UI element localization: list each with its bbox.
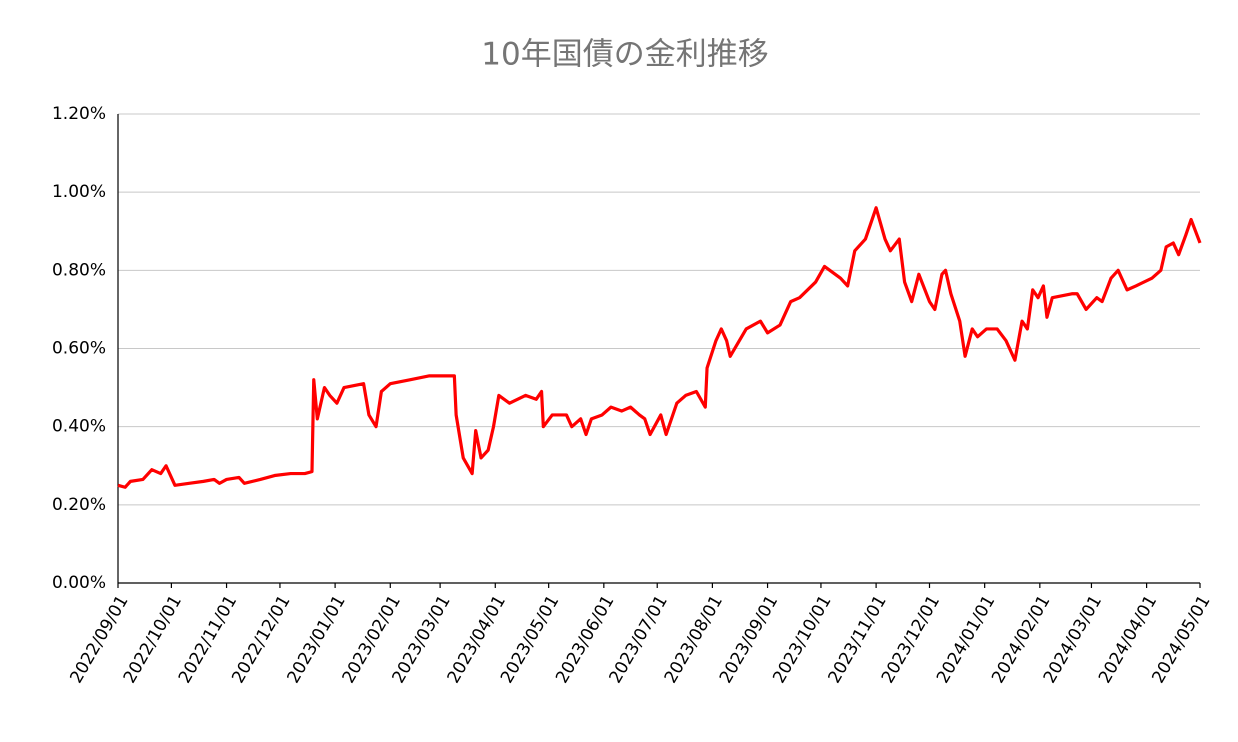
y-tick-label: 0.20% — [52, 495, 106, 515]
y-tick-label: 0.80% — [52, 260, 106, 280]
y-tick-label: 0.00% — [52, 573, 106, 593]
chart-title: 10年国債の金利推移 — [481, 37, 768, 73]
y-tick-label: 1.20% — [52, 104, 106, 124]
x-tick-label: 2023/08/01 — [661, 592, 727, 687]
y-tick-label: 1.00% — [52, 182, 106, 202]
data-line — [117, 206, 1202, 489]
y-tick-label: 0.60% — [52, 339, 106, 359]
x-tick-label: 2023/01/01 — [283, 592, 349, 687]
y-tick-label: 0.40% — [52, 417, 106, 437]
x-tick-label: 2024/01/01 — [933, 592, 999, 687]
